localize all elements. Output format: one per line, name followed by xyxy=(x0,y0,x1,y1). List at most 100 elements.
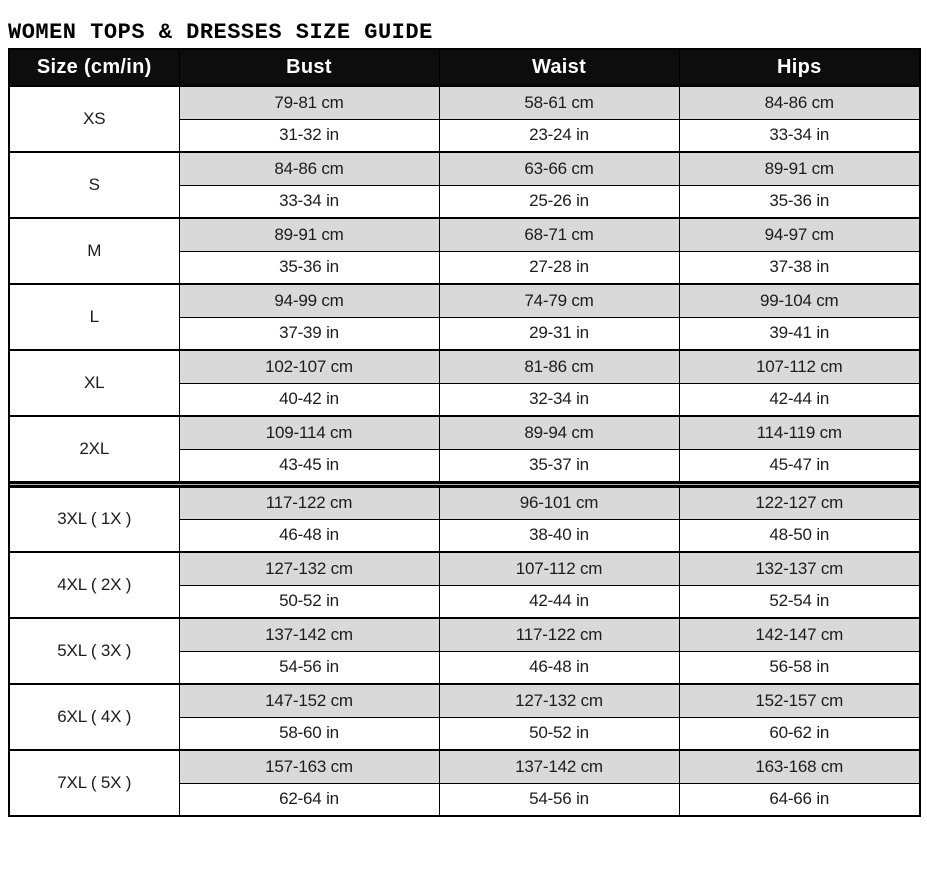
size-label-cell: 7XL ( 5X ) xyxy=(8,749,180,817)
section-divider xyxy=(8,480,921,488)
waist-cm-cell: 107-112 cm xyxy=(438,551,680,586)
header-size: Size (cm/in) xyxy=(8,48,180,87)
hips-cm-cell: 114-119 cm xyxy=(678,415,921,450)
header-bust: Bust xyxy=(178,48,440,87)
bust-in-cell: 50-52 in xyxy=(178,584,440,619)
waist-cm-cell: 58-61 cm xyxy=(438,85,680,120)
size-label-cell: XS xyxy=(8,85,180,153)
bust-cm-cell: 79-81 cm xyxy=(178,85,440,120)
size-row-cm: XL 102-107 cm 81-86 cm 107-112 cm xyxy=(8,349,921,417)
waist-cm-cell: 137-142 cm xyxy=(438,749,680,784)
waist-cm-cell: 96-101 cm xyxy=(438,485,680,520)
bust-in-cell: 54-56 in xyxy=(178,650,440,685)
size-label-cell: L xyxy=(8,283,180,351)
hips-cm-cell: 107-112 cm xyxy=(678,349,921,384)
size-label-cell: 4XL ( 2X ) xyxy=(8,551,180,619)
header-waist: Waist xyxy=(438,48,680,87)
bust-cm-cell: 147-152 cm xyxy=(178,683,440,718)
size-label-cell: 3XL ( 1X ) xyxy=(8,485,180,553)
waist-in-cell: 25-26 in xyxy=(438,184,680,219)
bust-in-cell: 58-60 in xyxy=(178,716,440,751)
size-row-in: 37-39 in 29-31 in 39-41 in xyxy=(9,316,921,351)
bust-cm-cell: 117-122 cm xyxy=(178,485,440,520)
size-label-cell: 2XL xyxy=(8,415,180,483)
size-row-in: 31-32 in 23-24 in 33-34 in xyxy=(9,118,921,153)
waist-cm-cell: 117-122 cm xyxy=(438,617,680,652)
waist-in-cell: 50-52 in xyxy=(438,716,680,751)
size-row-in: 50-52 in 42-44 in 52-54 in xyxy=(9,584,921,619)
size-row-cm: M 89-91 cm 68-71 cm 94-97 cm xyxy=(8,217,921,285)
hips-in-cell: 35-36 in xyxy=(678,184,921,219)
waist-in-cell: 38-40 in xyxy=(438,518,680,553)
size-row-cm: 4XL ( 2X ) 127-132 cm 107-112 cm 132-137 cm xyxy=(8,551,921,619)
bust-cm-cell: 109-114 cm xyxy=(178,415,440,450)
hips-in-cell: 42-44 in xyxy=(678,382,921,417)
hips-in-cell: 39-41 in xyxy=(678,316,921,351)
size-row-cm: XS 79-81 cm 58-61 cm 84-86 cm xyxy=(8,85,921,153)
hips-in-cell: 48-50 in xyxy=(678,518,921,553)
bust-cm-cell: 89-91 cm xyxy=(178,217,440,252)
bust-in-cell: 40-42 in xyxy=(178,382,440,417)
hips-in-cell: 52-54 in xyxy=(678,584,921,619)
section-divider-bar xyxy=(8,480,921,488)
bust-cm-cell: 127-132 cm xyxy=(178,551,440,586)
size-row-cm: L 94-99 cm 74-79 cm 99-104 cm xyxy=(8,283,921,351)
waist-in-cell: 32-34 in xyxy=(438,382,680,417)
waist-cm-cell: 127-132 cm xyxy=(438,683,680,718)
size-row-in: 62-64 in 54-56 in 64-66 in xyxy=(9,782,921,817)
waist-cm-cell: 89-94 cm xyxy=(438,415,680,450)
size-row-cm: 2XL 109-114 cm 89-94 cm 114-119 cm xyxy=(8,415,921,483)
hips-cm-cell: 94-97 cm xyxy=(678,217,921,252)
hips-in-cell: 33-34 in xyxy=(678,118,921,153)
hips-cm-cell: 84-86 cm xyxy=(678,85,921,120)
size-row-in: 58-60 in 50-52 in 60-62 in xyxy=(9,716,921,751)
size-row-in: 46-48 in 38-40 in 48-50 in xyxy=(9,518,921,553)
size-row-in: 33-34 in 25-26 in 35-36 in xyxy=(9,184,921,219)
size-row-cm: S 84-86 cm 63-66 cm 89-91 cm xyxy=(8,151,921,219)
waist-in-cell: 27-28 in xyxy=(438,250,680,285)
waist-in-cell: 54-56 in xyxy=(438,782,680,817)
hips-in-cell: 60-62 in xyxy=(678,716,921,751)
waist-cm-cell: 74-79 cm xyxy=(438,283,680,318)
waist-in-cell: 23-24 in xyxy=(438,118,680,153)
size-label-cell: 5XL ( 3X ) xyxy=(8,617,180,685)
bust-cm-cell: 157-163 cm xyxy=(178,749,440,784)
waist-cm-cell: 63-66 cm xyxy=(438,151,680,186)
table-header-row: Size (cm/in) Bust Waist Hips xyxy=(8,48,921,87)
bust-in-cell: 35-36 in xyxy=(178,250,440,285)
size-row-in: 40-42 in 32-34 in 42-44 in xyxy=(9,382,921,417)
waist-in-cell: 46-48 in xyxy=(438,650,680,685)
hips-cm-cell: 152-157 cm xyxy=(678,683,921,718)
bust-cm-cell: 84-86 cm xyxy=(178,151,440,186)
size-label-cell: M xyxy=(8,217,180,285)
bust-cm-cell: 94-99 cm xyxy=(178,283,440,318)
hips-in-cell: 64-66 in xyxy=(678,782,921,817)
size-row-in: 35-36 in 27-28 in 37-38 in xyxy=(9,250,921,285)
bust-in-cell: 43-45 in xyxy=(178,448,440,483)
bust-in-cell: 31-32 in xyxy=(178,118,440,153)
waist-in-cell: 35-37 in xyxy=(438,448,680,483)
bust-in-cell: 46-48 in xyxy=(178,518,440,553)
size-row-cm: 3XL ( 1X ) 117-122 cm 96-101 cm 122-127 cm xyxy=(8,485,921,553)
size-row-in: 54-56 in 46-48 in 56-58 in xyxy=(9,650,921,685)
bust-in-cell: 37-39 in xyxy=(178,316,440,351)
bust-in-cell: 33-34 in xyxy=(178,184,440,219)
waist-cm-cell: 81-86 cm xyxy=(438,349,680,384)
header-hips: Hips xyxy=(678,48,921,87)
size-row-cm: 7XL ( 5X ) 157-163 cm 137-142 cm 163-168 cm xyxy=(8,749,921,817)
hips-in-cell: 37-38 in xyxy=(678,250,921,285)
page-title: WOMEN TOPS & DRESSES SIZE GUIDE xyxy=(8,20,433,45)
hips-cm-cell: 163-168 cm xyxy=(678,749,921,784)
size-table-body: XS 79-81 cm 58-61 cm 84-86 cm 31-32 in 23-24 … xyxy=(8,85,921,817)
size-row-cm: 5XL ( 3X ) 137-142 cm 117-122 cm 142-147 cm xyxy=(8,617,921,685)
size-label-cell: S xyxy=(8,151,180,219)
size-label-cell: XL xyxy=(8,349,180,417)
bust-cm-cell: 137-142 cm xyxy=(178,617,440,652)
size-guide-table: Size (cm/in) Bust Waist Hips XS 79-81 cm 5… xyxy=(8,48,921,817)
hips-cm-cell: 89-91 cm xyxy=(678,151,921,186)
hips-cm-cell: 122-127 cm xyxy=(678,485,921,520)
size-label-cell: 6XL ( 4X ) xyxy=(8,683,180,751)
hips-in-cell: 45-47 in xyxy=(678,448,921,483)
waist-in-cell: 29-31 in xyxy=(438,316,680,351)
